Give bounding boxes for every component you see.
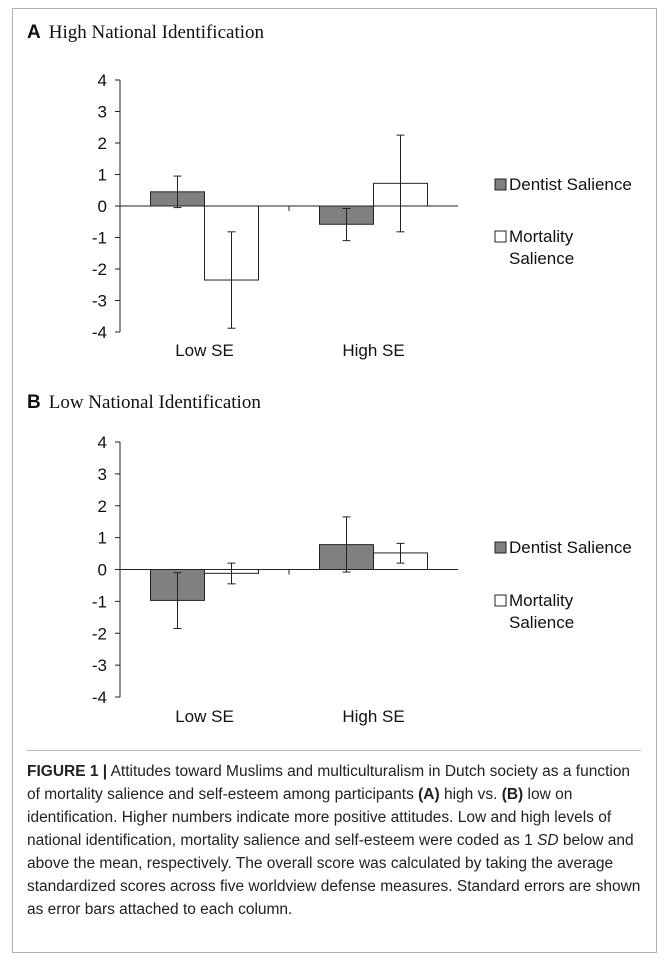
- panel-b-y-tick-label: 0: [98, 561, 107, 580]
- caption-label: FIGURE 1 |: [27, 763, 107, 780]
- caption-ref-a: (A): [418, 786, 440, 803]
- caption-sd: SD: [537, 832, 559, 849]
- panel-b-y-tick-label: -2: [92, 624, 107, 643]
- panel-b-y-tick-label: -4: [92, 688, 107, 707]
- panel-b-y-tick-label: 4: [98, 433, 107, 452]
- panel-b-y-tick-label: 3: [98, 465, 107, 484]
- panel-b-legend-swatch: [495, 595, 506, 606]
- figure-caption: FIGURE 1 | Attitudes toward Muslims and …: [27, 760, 647, 921]
- panel-b-category-label: Low SE: [175, 707, 234, 726]
- panel-b-legend-label: Dentist Salience: [509, 538, 632, 557]
- chart-panel-b: 4 3 2 1 0 -1 -2 -3 -4 Low SE High SE Dentist Salien…: [0, 0, 669, 750]
- caption-divider: [27, 750, 641, 751]
- caption-ref-b: (B): [502, 786, 524, 803]
- panel-b-legend-swatch: [495, 542, 506, 553]
- panel-b-y-tick-label: -1: [92, 592, 107, 611]
- panel-b-legend-label: Mortality Salience: [509, 591, 574, 632]
- panel-b-y-tick-label: 2: [98, 497, 107, 516]
- panel-b-y-tick-label: 1: [98, 529, 107, 548]
- caption-text-2: high vs.: [440, 786, 502, 803]
- panel-b-y-tick-label: -3: [92, 656, 107, 675]
- panel-b-category-label: High SE: [342, 707, 404, 726]
